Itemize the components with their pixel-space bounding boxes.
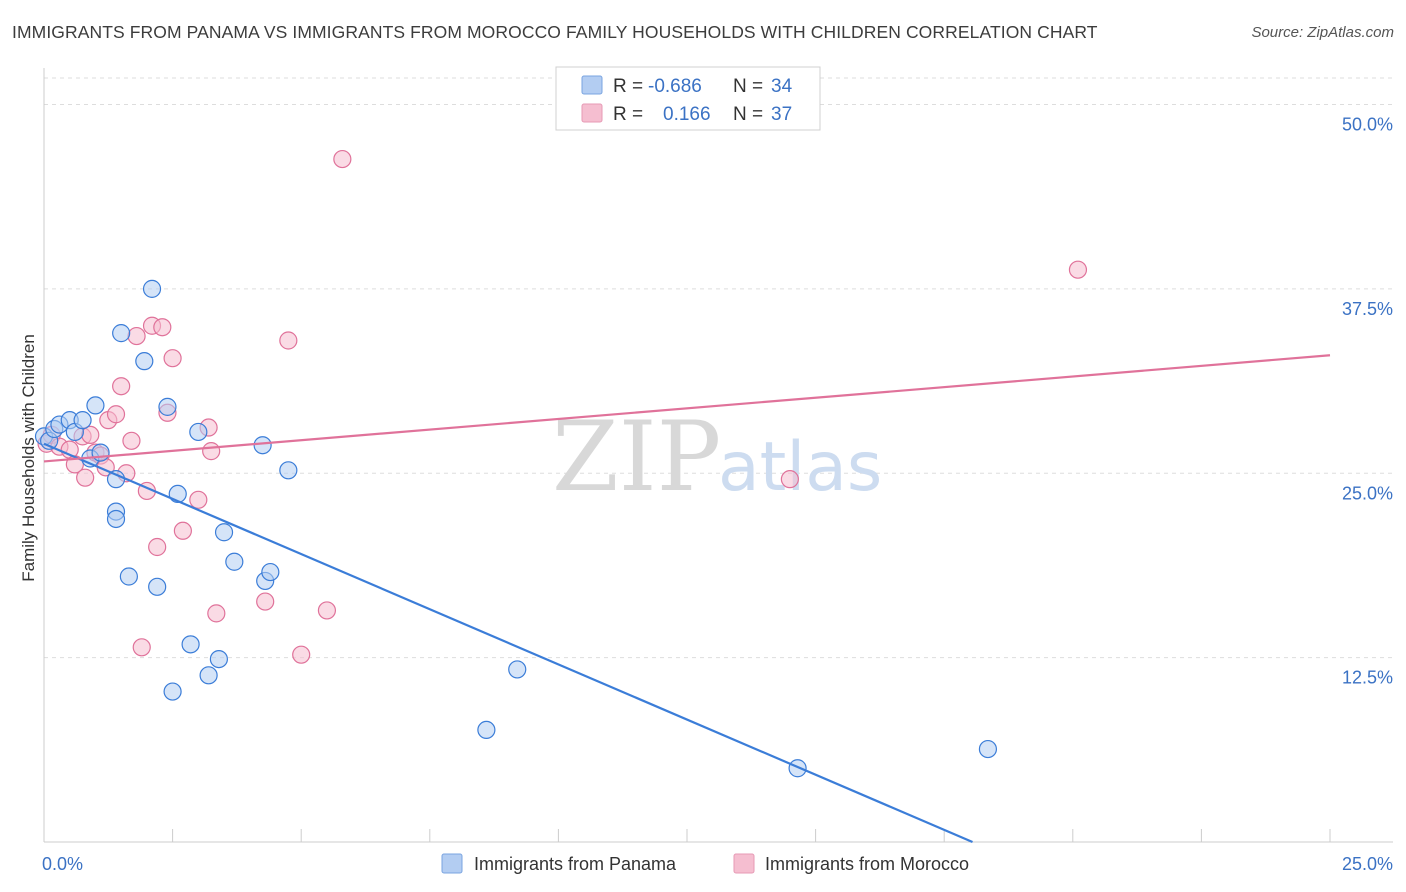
legend-n-value-morocco: 37: [771, 104, 792, 125]
legend-r-value-panama: -0.686: [648, 76, 702, 97]
axes: [43, 68, 1393, 843]
y-tick-labels: 12.5% 25.0% 37.5% 50.0%: [1342, 115, 1393, 688]
watermark: ZIP atlas: [552, 401, 882, 513]
watermark-atlas: atlas: [718, 428, 882, 507]
series-legend-swatch-panama: [441, 853, 463, 874]
morocco-point: [132, 638, 151, 657]
morocco-point: [202, 442, 221, 461]
trend-lines: [43, 354, 1331, 844]
morocco-point: [106, 405, 126, 424]
series-legend-swatch-morocco: [733, 853, 755, 874]
y-axis-label: Family Households with Children: [19, 334, 38, 582]
series-legend-label-panama: Immigrants from Panama: [474, 854, 677, 874]
series-legend-label-morocco: Immigrants from Morocco: [765, 854, 969, 874]
panama-point: [73, 411, 92, 430]
morocco-point: [173, 521, 192, 540]
correlation-legend: R = -0.686 N = 34 R = 0.166 N = 37: [555, 66, 821, 131]
panama-point: [142, 279, 162, 298]
morocco-point: [76, 468, 95, 487]
y-tick-label: 25.0%: [1342, 483, 1393, 503]
chart-title: IMMIGRANTS FROM PANAMA VS IMMIGRANTS FRO…: [12, 22, 1098, 42]
morocco-point: [333, 149, 352, 169]
trend-line-morocco: [43, 354, 1331, 463]
chart-source: Source: ZipAtlas.com: [1251, 24, 1394, 41]
panama-point: [261, 562, 280, 582]
panama-point: [253, 436, 272, 455]
morocco-point: [153, 318, 172, 337]
legend-n-label-morocco: N =: [733, 104, 763, 125]
morocco-point: [1068, 260, 1088, 279]
x-tick-label-min: 0.0%: [42, 854, 83, 874]
panama-point: [91, 443, 110, 462]
panama-point: [209, 649, 228, 669]
panama-point: [189, 422, 208, 442]
panama-point: [978, 739, 998, 759]
panama-point: [168, 484, 187, 503]
morocco-point: [279, 331, 298, 350]
panama-point: [508, 660, 527, 679]
legend-r-value-morocco: 0.166: [663, 104, 711, 125]
panama-point: [225, 552, 244, 571]
legend-n-value-panama: 34: [771, 76, 793, 97]
legend-r-label-morocco: R =: [613, 104, 643, 125]
morocco-point: [256, 592, 275, 611]
morocco-point: [780, 470, 799, 489]
legend-swatch-morocco: [581, 103, 603, 123]
trend-line-panama: [43, 442, 973, 844]
y-tick-label: 37.5%: [1342, 299, 1393, 319]
series-legend: Immigrants from Panama Immigrants from M…: [441, 853, 969, 874]
panama-point: [199, 666, 218, 685]
panama-point: [214, 523, 234, 542]
panama-point: [148, 577, 167, 596]
morocco-point: [163, 349, 182, 368]
panama-point: [135, 352, 154, 371]
panama-point: [181, 635, 200, 654]
y-tick-label: 12.5%: [1342, 668, 1393, 688]
morocco-point: [189, 490, 208, 509]
legend-r-label-panama: R =: [613, 76, 643, 97]
panama-point: [158, 397, 177, 416]
panama-point: [477, 720, 496, 740]
morocco-point: [207, 604, 226, 623]
legend-n-label-panama: N =: [733, 76, 763, 97]
morocco-point: [148, 537, 167, 557]
y-tick-label: 50.0%: [1342, 115, 1393, 135]
panama-point: [86, 396, 105, 415]
morocco-point: [127, 326, 146, 346]
morocco-point: [112, 377, 131, 396]
panama-point: [119, 567, 138, 586]
watermark-zip: ZIP: [552, 401, 721, 513]
morocco-point: [292, 645, 311, 664]
panama-point: [163, 682, 182, 701]
x-tick-label-max: 25.0%: [1342, 854, 1393, 874]
series-panama-points: [34, 279, 998, 778]
panama-point: [106, 509, 126, 529]
morocco-point: [317, 601, 337, 620]
panama-point: [279, 461, 298, 480]
legend-swatch-panama: [581, 75, 603, 95]
morocco-point: [122, 431, 141, 450]
panama-point: [112, 324, 131, 343]
panama-point: [788, 759, 807, 778]
